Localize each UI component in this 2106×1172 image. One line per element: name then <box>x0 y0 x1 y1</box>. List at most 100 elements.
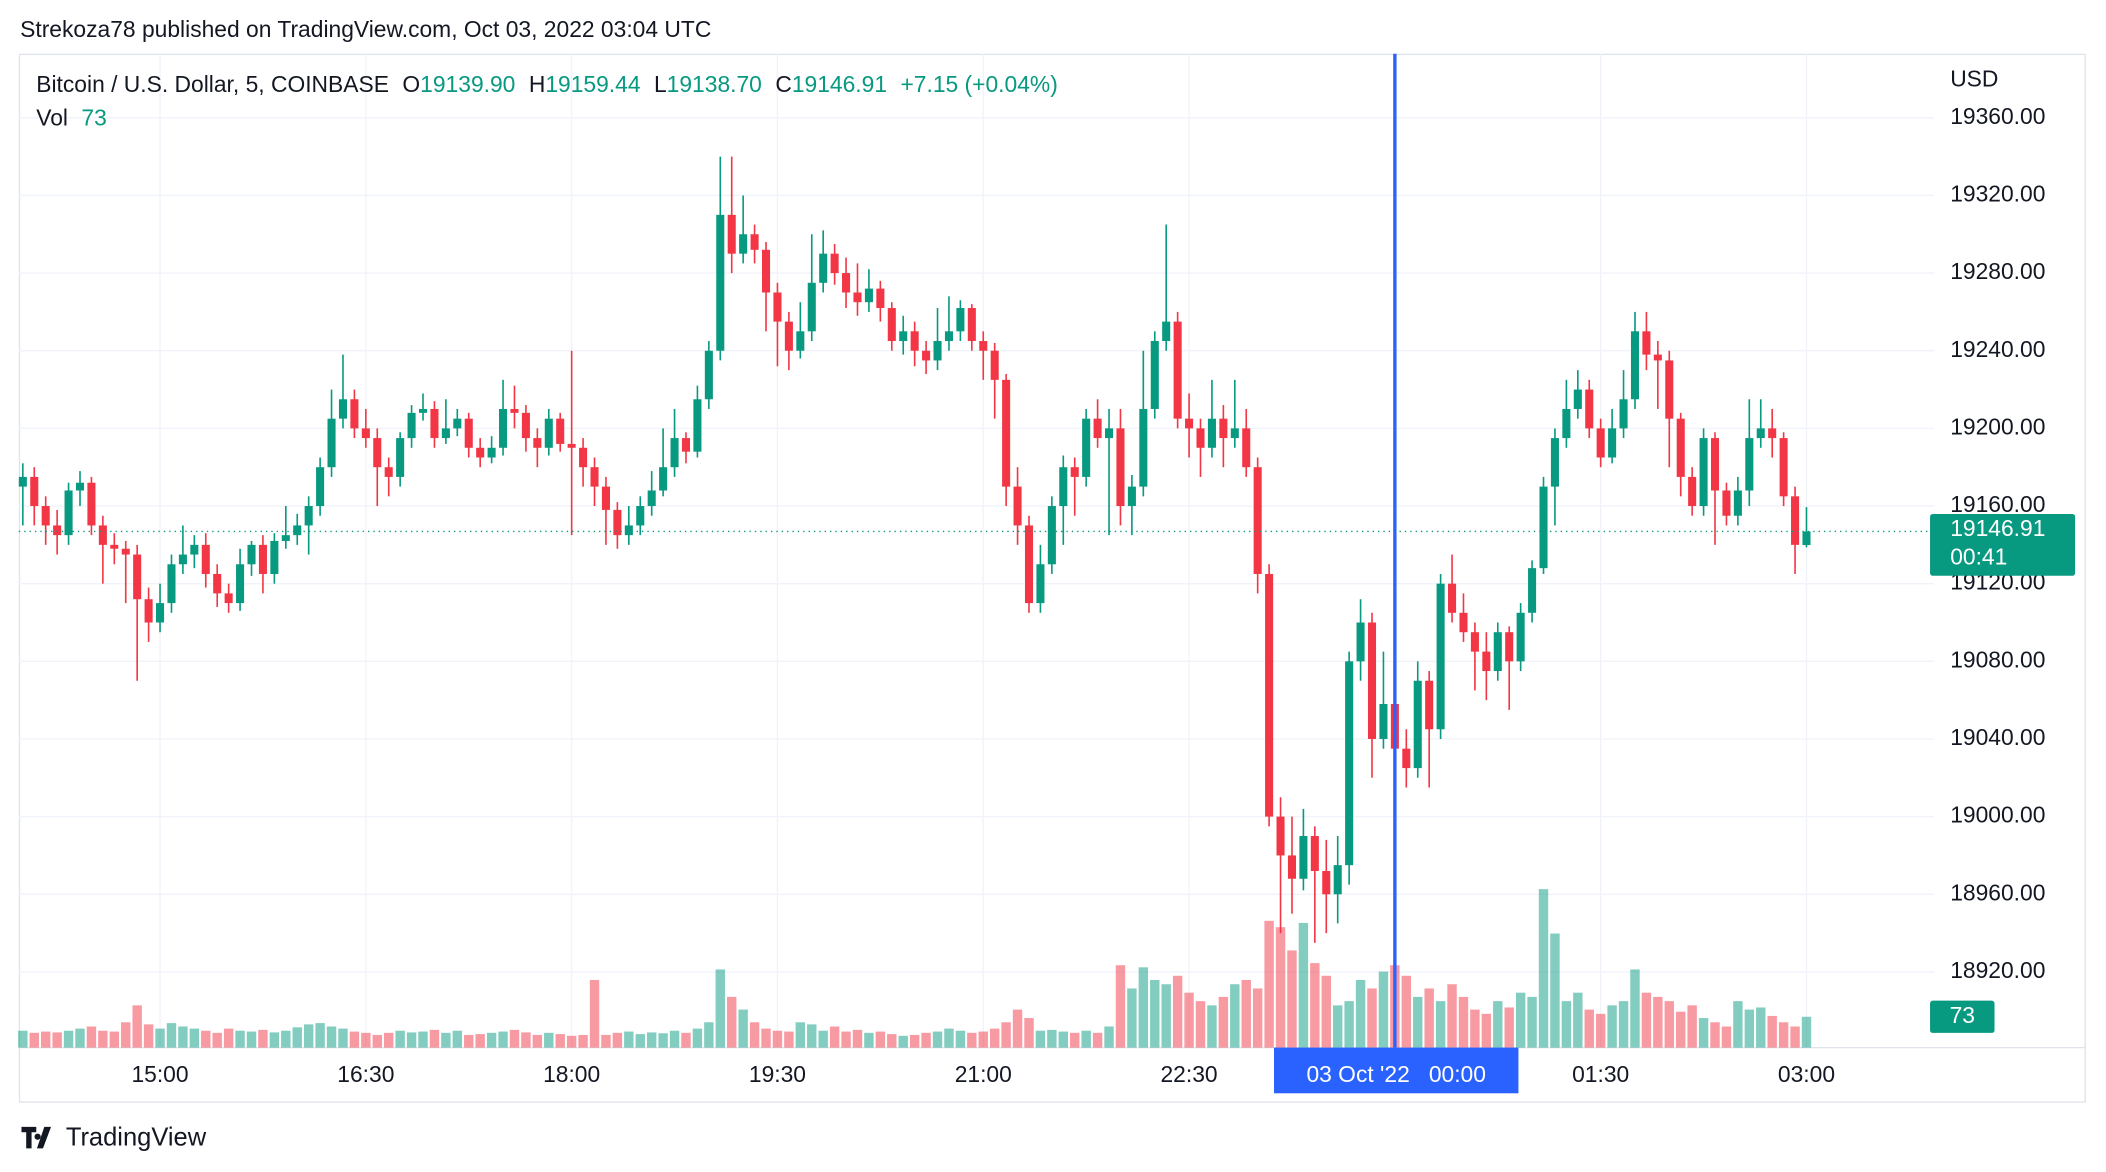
candle-body <box>636 506 645 526</box>
volume-bar <box>612 1032 623 1048</box>
candle-body <box>521 412 530 439</box>
volume-bar <box>475 1034 485 1048</box>
candle-body <box>1345 661 1354 866</box>
volume-bar <box>1012 1009 1023 1048</box>
candle-body <box>933 341 942 361</box>
candle-body <box>773 292 782 322</box>
y-tick-label: 19080.00 <box>1950 646 2045 672</box>
volume-bar <box>143 1024 154 1048</box>
volume-bar <box>555 1034 565 1048</box>
volume-bar <box>1184 992 1194 1048</box>
candle-body <box>316 467 325 507</box>
candle-body <box>1562 408 1571 439</box>
y-tick-label: 19160.00 <box>1950 491 2045 517</box>
candle-body <box>407 412 416 439</box>
candle-body <box>293 525 302 536</box>
overlay: 18920.00 18960.00 19000.00 19040.00 19080.00… <box>18 53 2076 1094</box>
volume-bar <box>566 1035 577 1048</box>
volume-bar <box>1092 1032 1103 1048</box>
candle-body <box>224 593 233 604</box>
candle-body <box>670 438 679 468</box>
volume-bar <box>521 1032 531 1048</box>
candle-body <box>704 350 713 400</box>
y-tick-label: 19040.00 <box>1950 724 2045 750</box>
volume-bar <box>201 1030 211 1048</box>
candle-body <box>613 509 622 536</box>
volume-bar <box>509 1029 520 1048</box>
x-tick-label: 16:30 <box>337 1061 394 1087</box>
volume-bar <box>898 1035 908 1048</box>
candle-body <box>1276 816 1285 856</box>
volume-bar <box>1230 984 1240 1048</box>
symbol-title: Bitcoin / U.S. Dollar, 5, COINBASE <box>36 71 389 97</box>
volume-bar <box>1355 980 1366 1048</box>
volume-bar <box>1218 996 1229 1048</box>
y-tick-label: 19240.00 <box>1950 336 2045 362</box>
candle-body <box>1299 836 1308 879</box>
candle-body <box>41 506 50 526</box>
volume-bar <box>40 1031 51 1048</box>
volume-bar <box>1333 1005 1343 1048</box>
volume-bar <box>818 1030 828 1048</box>
volume-bar <box>1058 1031 1068 1048</box>
candle-body <box>659 467 668 491</box>
candle-body <box>1230 428 1239 439</box>
candle-body <box>1528 568 1537 613</box>
candle-body <box>1059 467 1068 507</box>
volume-bar <box>1767 1015 1777 1048</box>
candle-body <box>1653 354 1662 361</box>
volume-bar <box>978 1031 988 1048</box>
candle-body <box>1619 399 1628 429</box>
candle-body <box>1539 486 1548 569</box>
volume-bar <box>155 1028 165 1048</box>
candle-body <box>430 408 439 439</box>
volume-bar <box>578 1034 588 1048</box>
volume-bar <box>1538 889 1549 1048</box>
x-tick-label: 22:30 <box>1160 1061 1217 1087</box>
candle-body <box>556 418 565 444</box>
volume-bar <box>1698 1018 1709 1048</box>
candle-body <box>864 288 873 303</box>
candle-body <box>601 486 610 510</box>
volume-bar <box>258 1029 268 1048</box>
volume-bar <box>372 1034 382 1048</box>
volume-bar <box>86 1026 97 1048</box>
volume-bar <box>315 1023 325 1048</box>
volume-bar <box>1264 920 1274 1048</box>
volume-legend: Vol 73 <box>36 105 107 131</box>
y-tick-label: 19360.00 <box>1950 103 2045 129</box>
volume-bar <box>1275 927 1286 1048</box>
volume-bar <box>1744 1009 1755 1048</box>
candle-body <box>1688 476 1697 507</box>
candle-body <box>270 540 279 574</box>
volume-bar <box>1584 1009 1594 1048</box>
volume-bar <box>1721 1026 1732 1048</box>
volume-bar <box>189 1028 200 1048</box>
volume-bar <box>1321 975 1331 1048</box>
volume-bar <box>18 1030 28 1048</box>
candle-body <box>830 253 839 274</box>
candle-body <box>681 438 691 452</box>
volume-prefix: Vol <box>36 105 68 131</box>
candle-body <box>418 408 428 413</box>
candle-body <box>1402 748 1411 769</box>
candle-body <box>796 331 805 351</box>
volume-bar <box>1104 1026 1114 1048</box>
candle-body <box>178 554 187 565</box>
candle-body <box>510 408 519 413</box>
candle-body <box>1185 418 1194 429</box>
candle-body <box>544 418 553 448</box>
candle-body <box>716 214 725 351</box>
volume-bar <box>704 1022 714 1048</box>
candle-body <box>1779 438 1788 497</box>
volume-bar <box>887 1034 897 1048</box>
volume-bar <box>944 1028 954 1048</box>
candle-body <box>1024 525 1034 604</box>
candle-body <box>499 408 508 448</box>
currency: USD <box>1950 66 1998 92</box>
candle-body <box>1162 321 1171 342</box>
volume-bar <box>1161 984 1171 1048</box>
volume-bar <box>1207 1005 1217 1048</box>
volume-bar <box>601 1034 611 1048</box>
candle-body <box>453 418 462 429</box>
